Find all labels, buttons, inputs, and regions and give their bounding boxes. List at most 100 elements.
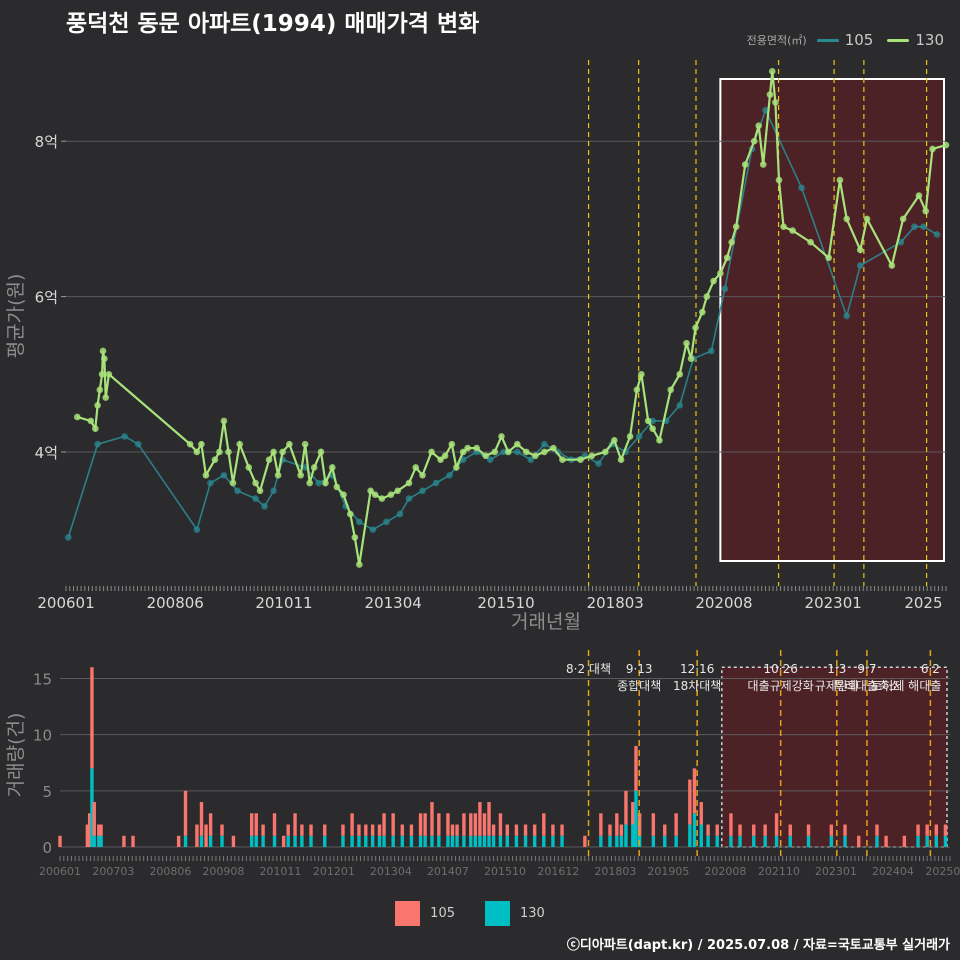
bar-130 bbox=[90, 768, 94, 847]
bar-105 bbox=[87, 813, 92, 847]
bar-105 bbox=[300, 824, 304, 836]
data-point-105 bbox=[843, 312, 851, 320]
data-point-130 bbox=[464, 444, 471, 452]
data-point-130 bbox=[412, 464, 420, 471]
data-point-105 bbox=[513, 448, 521, 456]
bar-130 bbox=[286, 835, 290, 847]
bar-105 bbox=[674, 813, 678, 836]
data-point-105 bbox=[527, 456, 535, 464]
bar-130 bbox=[542, 835, 546, 847]
data-point-130 bbox=[87, 417, 95, 425]
data-point-130 bbox=[836, 176, 844, 184]
bar-105 bbox=[85, 824, 90, 847]
bar-130 bbox=[261, 835, 265, 847]
data-point-105 bbox=[121, 433, 128, 440]
data-point-130 bbox=[347, 510, 354, 518]
bar-105 bbox=[293, 813, 297, 836]
bar-130 bbox=[199, 835, 204, 847]
bar-130 bbox=[514, 835, 519, 847]
data-point-130 bbox=[915, 192, 923, 199]
x-tick-label: 202110 bbox=[758, 865, 800, 878]
data-point-130 bbox=[692, 324, 699, 331]
bar-130 bbox=[788, 835, 792, 847]
data-point-130 bbox=[473, 444, 480, 452]
data-point-130 bbox=[297, 471, 304, 479]
bar-105 bbox=[788, 824, 792, 836]
bar-130 bbox=[619, 835, 624, 847]
bar-130 bbox=[925, 835, 929, 847]
policy-annotation: 1·3 bbox=[827, 662, 846, 676]
bar-105 bbox=[204, 824, 208, 847]
data-point-130 bbox=[441, 452, 449, 460]
bar-130 bbox=[763, 835, 767, 847]
bar-105 bbox=[925, 824, 929, 836]
bar-105 bbox=[829, 824, 834, 836]
policy-annotation: 10·26 bbox=[763, 662, 797, 676]
data-point-105 bbox=[856, 262, 864, 269]
y-tick-label: 10 bbox=[33, 727, 52, 745]
bar-105 bbox=[608, 824, 612, 836]
data-point-130 bbox=[755, 122, 763, 129]
bar-130 bbox=[208, 835, 213, 847]
bar-130 bbox=[364, 835, 368, 847]
data-point-130 bbox=[532, 452, 539, 460]
policy-annotation: 6·2 bbox=[921, 662, 940, 676]
data-point-130 bbox=[772, 99, 779, 106]
bar-105 bbox=[532, 824, 537, 836]
data-point-130 bbox=[356, 561, 363, 568]
bar-130 bbox=[450, 835, 455, 847]
bar-105 bbox=[450, 824, 455, 836]
data-point-130 bbox=[504, 448, 512, 456]
bar-130 bbox=[391, 835, 395, 847]
bar-105 bbox=[619, 824, 624, 836]
data-point-130 bbox=[437, 456, 444, 464]
volume-chart: 0 5 10 15 8·2 대책 9·13 종합대책 12·16 18차대책 10·26 대출규제강… bbox=[5, 650, 960, 878]
bar-105 bbox=[400, 824, 405, 836]
bar-130 bbox=[752, 835, 756, 847]
y-tick-label: 5 bbox=[42, 783, 52, 801]
data-point-130 bbox=[252, 479, 259, 487]
data-point-130 bbox=[541, 448, 548, 456]
data-point-130 bbox=[683, 339, 690, 347]
data-point-130 bbox=[741, 161, 749, 168]
bar-130 bbox=[430, 835, 434, 847]
bar-105 bbox=[763, 824, 767, 836]
data-point-130 bbox=[577, 456, 584, 464]
x-tick-label: 200908 bbox=[202, 865, 244, 878]
bar-105 bbox=[418, 813, 423, 836]
x-tick-label: 202301 bbox=[815, 865, 857, 878]
x-tick-label: 201304 bbox=[370, 865, 412, 878]
data-point-130 bbox=[419, 471, 426, 479]
x-tick-label: 200703 bbox=[92, 865, 134, 878]
bar-130 bbox=[462, 835, 466, 847]
data-point-130 bbox=[279, 448, 286, 456]
data-point-130 bbox=[899, 215, 907, 223]
bar-130 bbox=[806, 835, 811, 847]
bar-105 bbox=[902, 835, 907, 847]
bar-130 bbox=[706, 835, 710, 847]
data-point-105 bbox=[94, 440, 101, 448]
policy-annotation: 18차대책 bbox=[673, 678, 721, 693]
data-point-105 bbox=[64, 534, 72, 541]
data-point-105 bbox=[920, 223, 927, 230]
data-point-130 bbox=[202, 471, 210, 479]
bar-105 bbox=[706, 824, 710, 836]
bar-105 bbox=[884, 835, 888, 847]
data-point-130 bbox=[216, 448, 223, 456]
bar-105 bbox=[729, 813, 733, 836]
data-point-130 bbox=[888, 262, 896, 269]
data-point-130 bbox=[94, 402, 101, 409]
bar-130 bbox=[738, 835, 742, 847]
data-point-130 bbox=[351, 534, 359, 541]
data-point-130 bbox=[644, 417, 652, 425]
bar-105 bbox=[523, 824, 528, 836]
bar-105 bbox=[774, 813, 779, 836]
bar-105 bbox=[455, 824, 459, 836]
bar-105 bbox=[377, 824, 382, 836]
policy-annotation: 12·16 bbox=[680, 662, 714, 676]
bar-105 bbox=[857, 835, 861, 847]
bar-130 bbox=[293, 835, 297, 847]
data-point-105 bbox=[270, 487, 277, 495]
bar-105 bbox=[752, 824, 756, 836]
data-point-130 bbox=[328, 464, 336, 471]
